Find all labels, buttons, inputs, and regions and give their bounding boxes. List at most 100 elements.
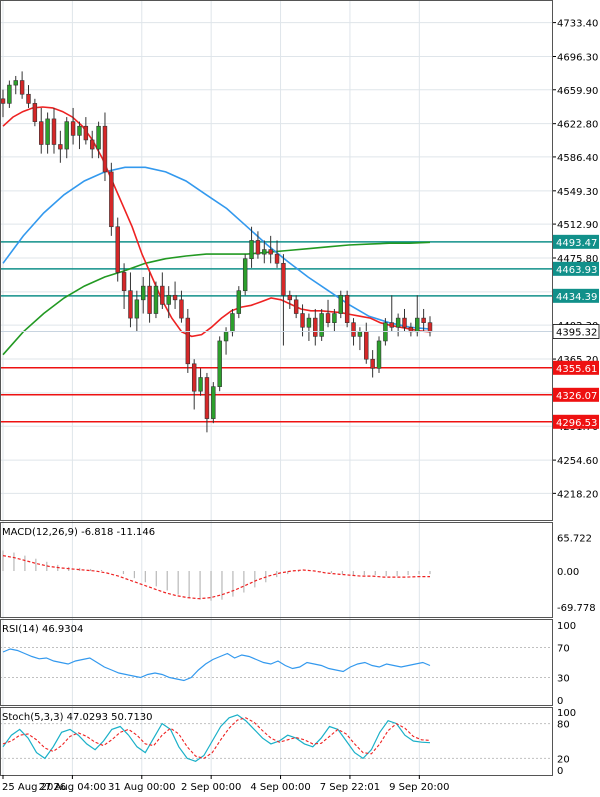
y-tick-label: 4254.60: [557, 456, 598, 467]
candle-body: [166, 294, 171, 305]
level-label: 4493.47: [556, 238, 597, 249]
candle-body: [147, 285, 152, 314]
candle-body: [172, 294, 178, 301]
level-label: 4463.93: [556, 265, 597, 276]
x-tick-label: 4 Sep 00:00: [250, 782, 310, 793]
level-tag: [553, 360, 599, 375]
level-tag: [553, 261, 599, 276]
level-tag: [553, 234, 599, 249]
candle-body: [325, 313, 331, 323]
rsi-y-tick-label: 0: [557, 696, 563, 707]
candle-body: [415, 317, 420, 333]
y-tick-label: 4659.90: [557, 86, 598, 97]
x-tick-label: 9 Sep 20:00: [389, 782, 449, 793]
level-tag: [553, 288, 599, 303]
y-tick-label: 4512.90: [557, 220, 598, 231]
candle-body: [115, 226, 120, 273]
macd-signal-line: [2, 555, 430, 600]
y-tick-label: 4218.20: [557, 489, 598, 500]
candle-body: [39, 121, 44, 145]
candle-body: [402, 317, 407, 328]
candle-body: [26, 93, 31, 104]
panel-frame: [0, 707, 553, 776]
candle-body: [357, 331, 363, 337]
candle-body: [281, 262, 286, 296]
level-label: 4326.07: [556, 391, 597, 402]
level-tag: [553, 387, 599, 402]
candle-body: [211, 386, 216, 419]
candle-body: [134, 299, 140, 319]
candle-body: [376, 340, 382, 369]
candle-body: [313, 317, 318, 337]
candle-body: [370, 358, 375, 369]
panel-frame: [0, 619, 553, 706]
candle-body: [236, 290, 242, 314]
level-label: 4296.53: [556, 418, 597, 429]
candle-body: [198, 377, 203, 392]
candle-body: [223, 331, 229, 342]
x-tick-label: 7 Sep 22:01: [320, 782, 380, 793]
panel-frame: [0, 522, 553, 618]
candle-body: [351, 322, 356, 337]
candle-body: [427, 322, 433, 333]
candle-body: [249, 240, 254, 260]
ma-slow-line: [2, 241, 431, 356]
candle-body: [255, 240, 261, 255]
candle-body: [128, 290, 133, 319]
candle-body: [204, 377, 210, 419]
candle-body: [185, 317, 191, 365]
candle-body: [7, 84, 12, 104]
stoch-y-tick-label: 20: [557, 754, 570, 765]
macd-panel: MACD(12,26,9) -6.818 -11.146: [2, 527, 431, 601]
macd-y-tick-label: -69.778: [557, 603, 596, 614]
macd-y-tick-label: 0.00: [557, 567, 579, 578]
candle-body: [217, 340, 222, 387]
candle-body: [262, 249, 267, 255]
candle-body: [45, 118, 50, 145]
macd-y-tick-label: 65.722: [557, 533, 592, 544]
candle-body: [344, 294, 350, 323]
candle-body: [389, 322, 394, 328]
stoch-y-tick-label: 80: [557, 720, 570, 731]
candle-body: [364, 331, 369, 360]
y-tick-label: 4696.30: [557, 53, 598, 64]
candle-body: [395, 317, 401, 328]
candle-body: [70, 121, 76, 136]
level-label: 4434.39: [556, 292, 597, 303]
candle-body: [300, 313, 305, 328]
candle-body: [77, 125, 82, 136]
candle-body: [19, 80, 25, 95]
candle-body: [191, 363, 197, 392]
x-tick-label: 27 Aug 04:00: [39, 782, 106, 793]
candle-body: [293, 299, 299, 314]
macd-label: MACD(12,26,9) -6.818 -11.146: [2, 527, 155, 538]
price-panel: [0, 71, 552, 433]
rsi-label: RSI(14) 46.9304: [2, 624, 83, 635]
candle-body: [153, 285, 159, 314]
y-tick-label: 4622.80: [557, 120, 598, 131]
rsi-y-tick-label: 30: [557, 674, 570, 685]
candle-body: [0, 98, 6, 104]
x-tick-label: 2 Sep 00:00: [181, 782, 241, 793]
candle-body: [287, 294, 293, 301]
level-tag: [553, 414, 599, 429]
y-tick-label: 4586.40: [557, 153, 598, 164]
candle-body: [338, 294, 343, 314]
y-tick-label: 4365.20: [557, 355, 598, 366]
grid-layer: [0, 0, 552, 775]
candle-body: [160, 285, 165, 305]
candle-body: [32, 103, 38, 122]
level-label: 4355.61: [556, 364, 597, 375]
panel-frame: [0, 0, 553, 521]
rsi-line: [2, 648, 431, 682]
current-price-label: 4395.32: [556, 328, 597, 339]
x-tick-label: 31 Aug 00:00: [108, 782, 175, 793]
candle-body: [58, 144, 63, 150]
x-tick-label: 25 Aug 2026: [2, 782, 66, 793]
rsi-y-tick-label: 70: [557, 644, 570, 655]
candle-body: [230, 313, 235, 333]
candle-body: [179, 299, 184, 319]
